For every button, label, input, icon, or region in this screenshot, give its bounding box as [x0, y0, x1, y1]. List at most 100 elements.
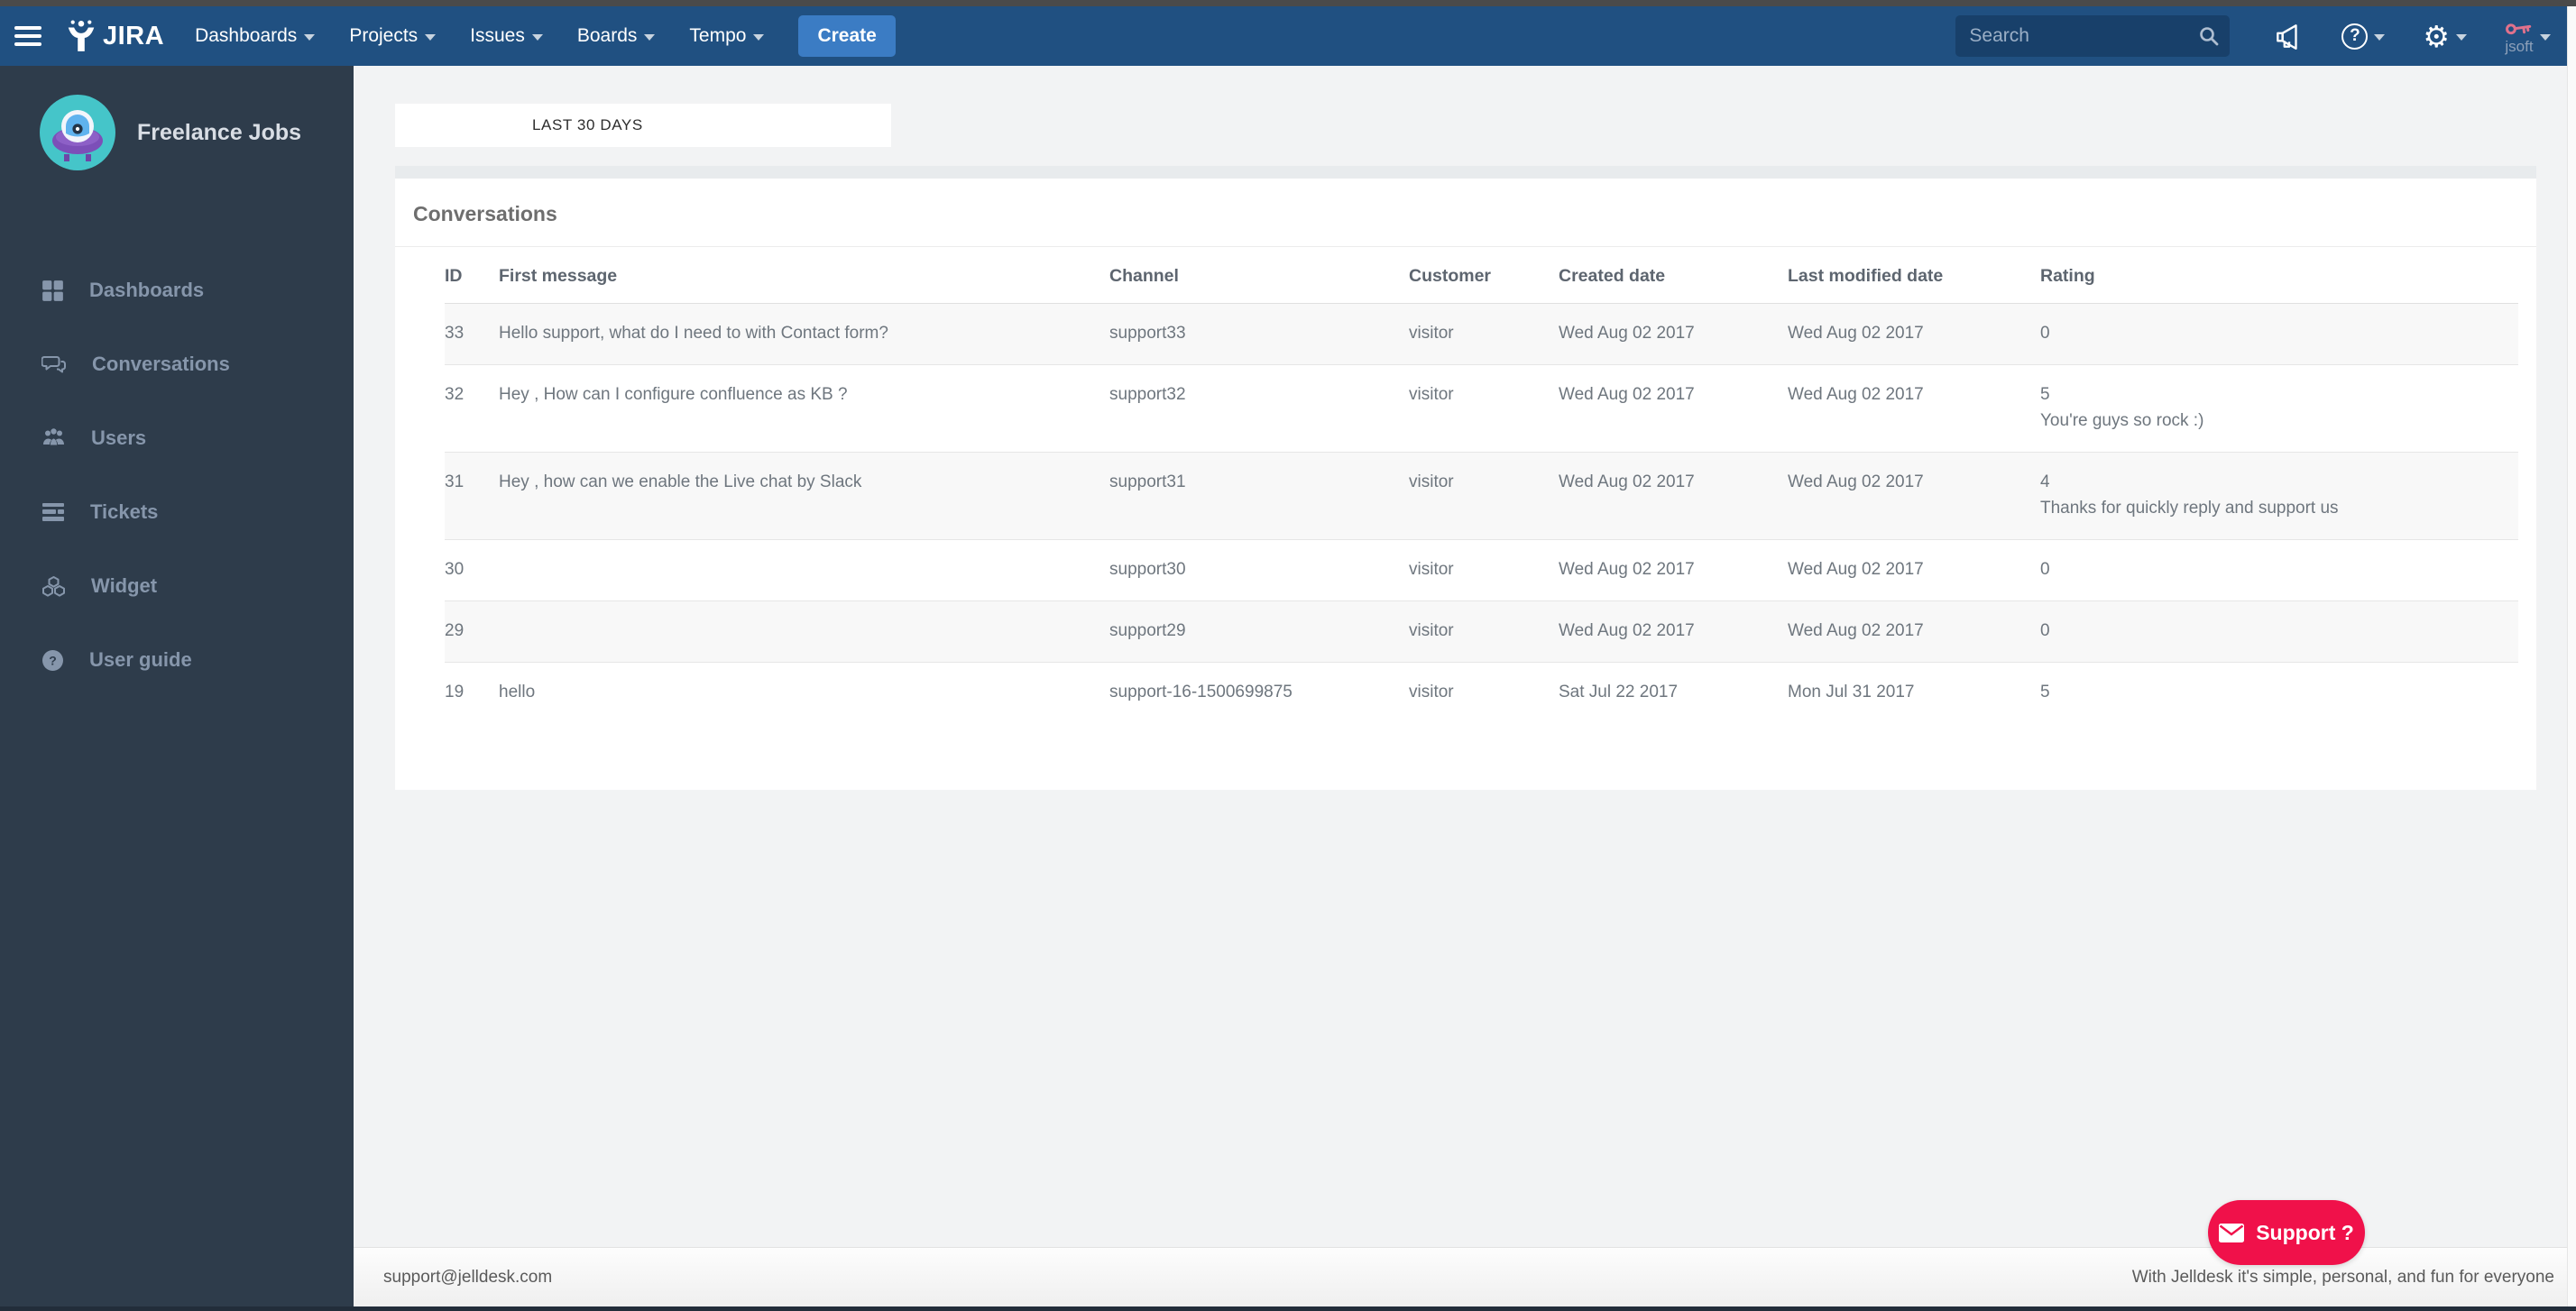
cell-last-modified-date: Mon Jul 31 2017: [1788, 661, 2040, 723]
cell-id: 29: [445, 600, 499, 663]
search-box: [1955, 15, 2231, 57]
rating-value: 4: [2040, 472, 2050, 491]
user-name: jsoft: [2505, 37, 2534, 55]
table-row[interactable]: 29 support29 visitor Wed Aug 02 2017 Wed…: [445, 600, 2518, 663]
window-bottom-edge: [0, 1306, 2576, 1311]
cell-first-message: [499, 600, 1109, 663]
key-icon: [2506, 23, 2532, 34]
col-header-id: ID: [445, 247, 499, 304]
megaphone-icon[interactable]: [2273, 21, 2304, 51]
table-row[interactable]: 33 Hello support, what do I need to with…: [445, 303, 2518, 365]
cell-created-date: Wed Aug 02 2017: [1559, 324, 1695, 343]
main-content: LAST 30 DAYS Conversations ID First mess…: [354, 66, 2576, 1306]
cell-rating: 0: [2040, 304, 2518, 365]
nav-projects[interactable]: Projects: [349, 25, 437, 47]
table-row[interactable]: 32 Hey , How can I configure confluence …: [445, 363, 2518, 453]
table-row[interactable]: 31 Hey , how can we enable the Live chat…: [445, 451, 2518, 540]
cell-rating: 0: [2040, 538, 2518, 601]
nav-label: Tempo: [689, 25, 747, 46]
chevron-down-icon: [644, 34, 656, 41]
scrollbar[interactable]: [2567, 6, 2576, 1306]
grid-icon: [42, 280, 63, 301]
cell-channel: support32: [1109, 363, 1409, 453]
hamburger-icon[interactable]: [14, 26, 41, 46]
cell-last-modified-date: Wed Aug 02 2017: [1788, 600, 2040, 663]
brand[interactable]: Freelance Jobs: [0, 66, 354, 170]
footer-tagline: With Jelldesk it's simple, personal, and…: [2131, 1267, 2554, 1287]
sidebar-item-label: Users: [91, 426, 147, 449]
cell-customer: visitor: [1409, 451, 1559, 540]
cell-customer: visitor: [1409, 363, 1559, 453]
help-menu[interactable]: ?: [2341, 23, 2386, 50]
cell-id: 30: [445, 538, 499, 601]
footer: support@jelldesk.com With Jelldesk it's …: [354, 1247, 2576, 1306]
cell-customer: visitor: [1409, 600, 1559, 663]
search-input[interactable]: [1955, 15, 2231, 57]
nav-tempo[interactable]: Tempo: [689, 25, 765, 47]
cell-last-modified-date: Wed Aug 02 2017: [1788, 451, 2040, 540]
chevron-down-icon: [425, 34, 437, 41]
settings-menu[interactable]: ⚙: [2423, 22, 2467, 51]
cell-rating: 5 You're guys so rock :): [2040, 363, 2518, 453]
topbar: JIRA Dashboards Projects Issues Boards T…: [0, 6, 2576, 66]
last-30-days-button[interactable]: LAST 30 DAYS: [395, 104, 891, 147]
question-circle-icon: ?: [42, 649, 63, 671]
cell-channel: support30: [1109, 538, 1409, 601]
col-header-rating: Rating: [2040, 247, 2518, 304]
search-icon[interactable]: [2198, 25, 2220, 47]
cell-channel: support33: [1109, 324, 1186, 343]
sidebar-item-widget[interactable]: Widget: [0, 549, 354, 623]
user-menu[interactable]: jsoft: [2505, 19, 2551, 54]
col-header-channel: Channel: [1109, 247, 1409, 304]
table-row[interactable]: 30 support30 visitor Wed Aug 02 2017 Wed…: [445, 538, 2518, 601]
chevron-down-icon: [304, 34, 316, 41]
cell-first-message: hello: [499, 661, 1109, 723]
cell-customer: visitor: [1409, 538, 1559, 601]
jira-logo[interactable]: JIRA: [65, 19, 164, 53]
sidebar-item-label: User guide: [89, 648, 192, 671]
nav-issues[interactable]: Issues: [470, 25, 543, 47]
cell-channel: support31: [1109, 451, 1409, 540]
users-icon: [43, 428, 64, 445]
cell-last-modified-date: Wed Aug 02 2017: [1788, 324, 1924, 343]
rating-comment: Thanks for quickly reply and support us: [2040, 498, 2339, 518]
create-button[interactable]: Create: [798, 15, 896, 57]
sidebar-item-user-guide[interactable]: ? User guide: [0, 623, 354, 697]
sidebar-item-label: Conversations: [92, 353, 230, 375]
jira-logo-text: JIRA: [103, 21, 165, 50]
brand-name: Freelance Jobs: [137, 119, 302, 145]
table-row[interactable]: 19 hello support-16-1500699875 visitor S…: [445, 661, 2518, 723]
nav-dashboards[interactable]: Dashboards: [195, 25, 316, 47]
panel-title: Conversations: [395, 179, 2536, 247]
rating-value: 0: [2040, 559, 2050, 579]
sidebar-item-label: Widget: [91, 574, 158, 597]
sidebar-item-tickets[interactable]: Tickets: [0, 475, 354, 549]
conversations-panel: Conversations ID First message Channel C…: [395, 166, 2536, 790]
cell-first-message: Hey , How can I configure confluence as …: [499, 363, 1109, 453]
nav-boards[interactable]: Boards: [577, 25, 656, 47]
footer-email: support@jelldesk.com: [383, 1267, 553, 1287]
support-button[interactable]: Support ?: [2208, 1200, 2365, 1265]
cell-id: 31: [445, 451, 499, 540]
cell-id: 19: [445, 661, 499, 723]
cell-customer: visitor: [1409, 661, 1559, 723]
conversations-table: ID First message Channel Customer Create…: [445, 247, 2518, 723]
tickets-icon: [42, 503, 64, 521]
cell-customer: visitor: [1409, 324, 1454, 343]
chevron-down-icon: [753, 34, 765, 41]
col-header-last-modified-date: Last modified date: [1788, 247, 2040, 304]
cubes-icon: [42, 575, 65, 597]
cell-last-modified-date: Wed Aug 02 2017: [1788, 538, 2040, 601]
cell-channel: support29: [1109, 600, 1409, 663]
nav-label: Issues: [470, 25, 525, 46]
gear-icon: ⚙: [2423, 18, 2450, 54]
cell-created-date: Wed Aug 02 2017: [1559, 538, 1788, 601]
cell-created-date: Wed Aug 02 2017: [1559, 451, 1788, 540]
sidebar-item-dashboards[interactable]: Dashboards: [0, 253, 354, 327]
sidebar-item-users[interactable]: Users: [0, 401, 354, 475]
sidebar-item-conversations[interactable]: Conversations: [0, 327, 354, 401]
rating-comment: You're guys so rock :): [2040, 410, 2204, 430]
cell-rating: 5: [2040, 661, 2518, 723]
chat-bubbles-icon: [41, 356, 66, 373]
sidebar-item-label: Dashboards: [89, 279, 205, 301]
